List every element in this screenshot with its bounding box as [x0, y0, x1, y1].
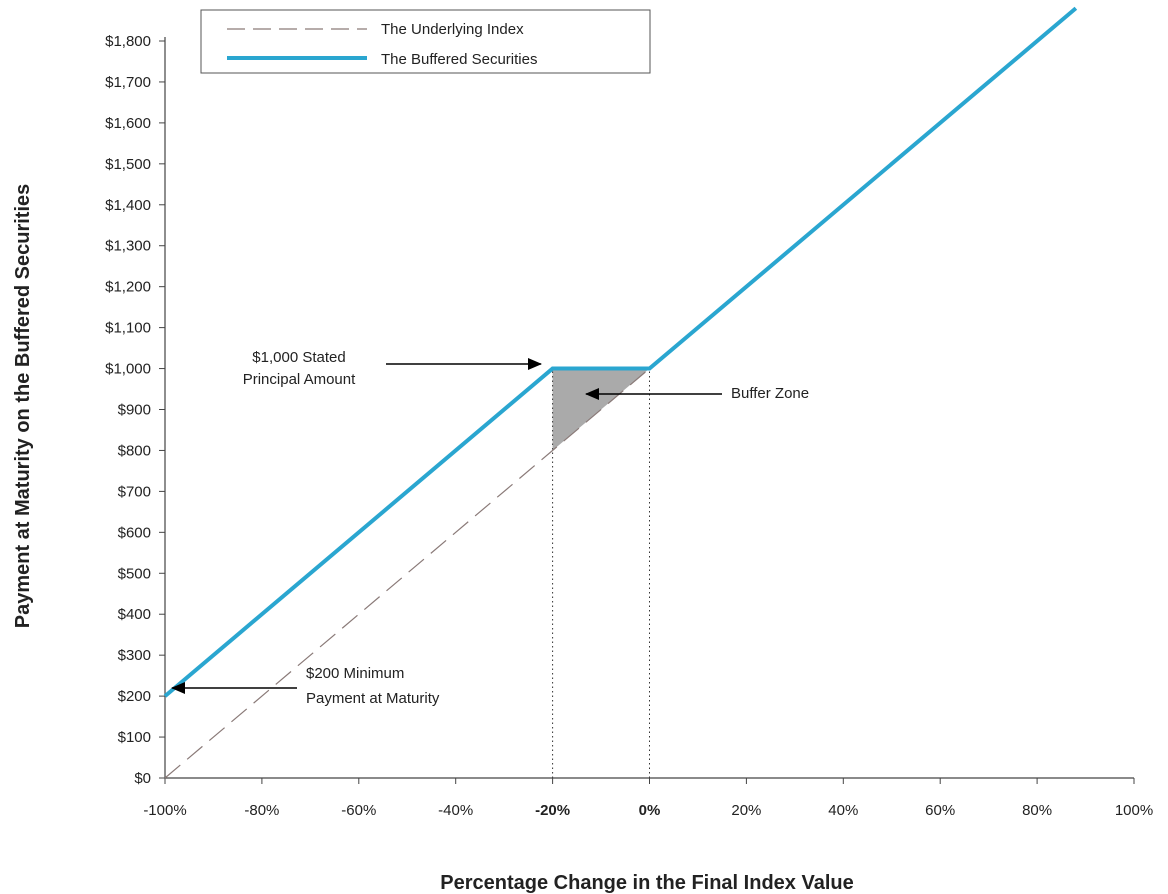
legend: The Underlying Index The Buffered Securi… — [200, 9, 651, 74]
y-tick-label: $800 — [118, 442, 151, 459]
series-line-the-buffered-securities — [163, 6, 1078, 698]
legend-label-buffered-securities: The Buffered Securities — [381, 51, 537, 68]
x-tick-label: 100% — [1115, 802, 1153, 819]
x-tick-label: 0% — [639, 802, 661, 819]
annotation-principal-line2: Principal Amount — [243, 371, 356, 388]
annotation-minimum-line2: Payment at Maturity — [306, 690, 440, 707]
y-tick-label: $1,300 — [105, 238, 151, 255]
x-axis-title: Percentage Change in the Final Index Val… — [440, 872, 853, 894]
y-tick-label: $300 — [118, 647, 151, 664]
series-line-the-underlying-index — [164, 286, 747, 779]
y-tick-label: $200 — [118, 688, 151, 705]
y-tick-label: $500 — [118, 565, 151, 582]
y-tick-label: $0 — [134, 770, 151, 787]
x-tick-label: -60% — [341, 802, 376, 819]
y-tick-label: $1,700 — [105, 74, 151, 91]
legend-box — [200, 9, 651, 74]
annotation-minimum-line1: $200 Minimum — [306, 665, 404, 682]
y-tick-label: $1,100 — [105, 320, 151, 337]
y-tick-label: $1,500 — [105, 156, 151, 173]
y-tick-label: $700 — [118, 483, 151, 500]
x-tick-label: -100% — [143, 802, 186, 819]
annotation-buffer-zone-label: Buffer Zone — [731, 385, 809, 402]
legend-label-underlying-index: The Underlying Index — [381, 21, 524, 38]
x-tick-label: 40% — [828, 802, 858, 819]
annotation-buffer-zone: Buffer Zone — [585, 385, 809, 402]
annotation-minimum-payment: $200 Minimum Payment at Maturity — [171, 665, 440, 707]
y-tick-label: $900 — [118, 402, 151, 419]
y-tick-label: $1,400 — [105, 197, 151, 214]
y-tick-label: $1,000 — [105, 361, 151, 378]
x-tick-label: 80% — [1022, 802, 1052, 819]
y-tick-label: $1,200 — [105, 279, 151, 296]
x-tick-label: -80% — [244, 802, 279, 819]
x-tick-label: -40% — [438, 802, 473, 819]
y-axis-title: Payment at Maturity on the Buffered Secu… — [12, 184, 34, 629]
y-tick-label: $1,800 — [105, 33, 151, 50]
annotation-principal-line1: $1,000 Stated — [252, 349, 345, 366]
y-tick-label: $400 — [118, 606, 151, 623]
x-tick-label: 60% — [925, 802, 955, 819]
x-tick-label: -20% — [535, 802, 570, 819]
annotation-principal: $1,000 Stated Principal Amount — [243, 349, 542, 388]
y-tick-label: $600 — [118, 524, 151, 541]
y-tick-label: $1,600 — [105, 115, 151, 132]
x-tick-label: 20% — [731, 802, 761, 819]
y-tick-label: $100 — [118, 729, 151, 746]
